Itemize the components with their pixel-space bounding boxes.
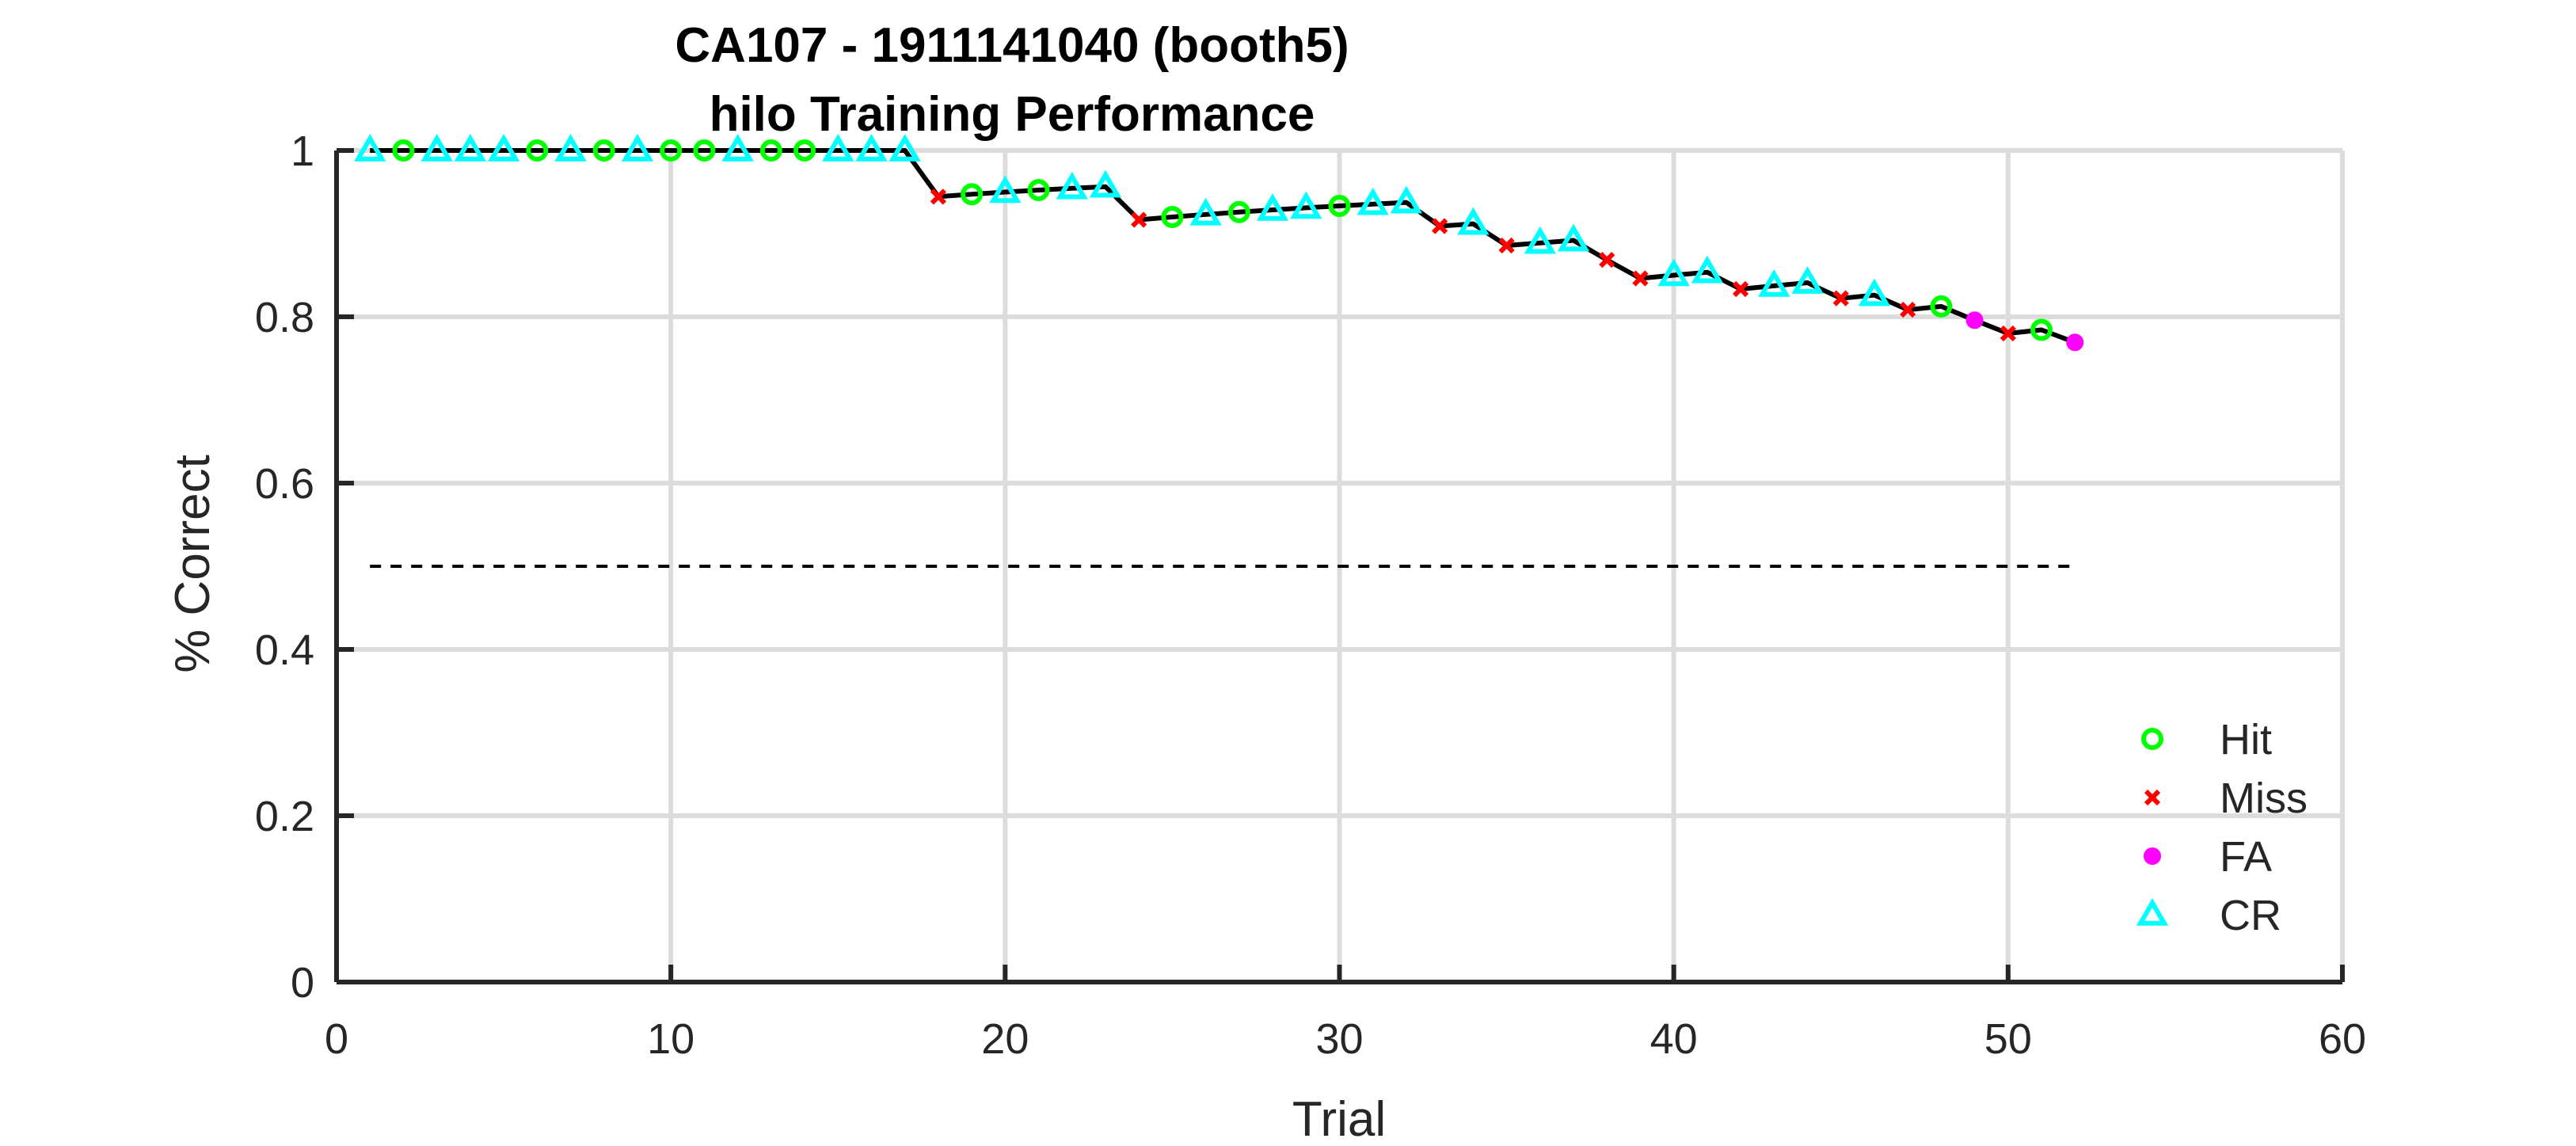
x-axis-label: Trial — [1292, 1092, 1386, 1146]
trial-marker-cr — [1056, 171, 1088, 200]
trial-marker-cr — [454, 134, 487, 162]
trial-marker-cr — [1524, 226, 1557, 254]
trial-marker-cr — [1356, 187, 1389, 215]
y-tick-label: 0.8 — [255, 294, 314, 341]
trial-marker-hit — [526, 139, 549, 162]
legend-item-cr: CR — [2136, 892, 2281, 939]
trial-marker-miss — [1131, 211, 1147, 228]
trial-marker-hit — [693, 139, 716, 162]
trial-marker-cr — [1791, 266, 1824, 294]
trial-marker-fa — [1965, 311, 1984, 329]
trial-markers — [354, 134, 2084, 352]
x-tick-label: 20 — [981, 1015, 1029, 1063]
trial-marker-cr — [1858, 278, 1891, 306]
axes — [334, 148, 2345, 984]
trial-marker-miss — [930, 188, 947, 205]
legend-item-hit: Hit — [2141, 716, 2272, 763]
x-tick-label: 0 — [325, 1015, 348, 1063]
x-tick-label: 10 — [647, 1015, 694, 1063]
legend-marker-cr — [2136, 898, 2169, 926]
legend-label-miss: Miss — [2220, 775, 2308, 822]
trial-marker-miss — [1432, 218, 1448, 234]
trial-marker-hit — [961, 183, 984, 206]
x-tick-label: 60 — [2319, 1015, 2366, 1063]
y-axis-label: % Correct — [166, 455, 220, 673]
x-tick-label: 50 — [1984, 1015, 2032, 1063]
legend-label-fa: FA — [2220, 833, 2272, 881]
trial-marker-cr — [1457, 207, 1490, 235]
legend-marker-miss — [2144, 789, 2161, 806]
legend-label-hit: Hit — [2220, 716, 2272, 763]
trial-marker-miss — [1900, 301, 1916, 318]
trial-marker-cr — [989, 175, 1022, 204]
trial-marker-cr — [721, 134, 754, 162]
trial-marker-cr — [822, 134, 854, 162]
trial-marker-miss — [1498, 237, 1515, 254]
y-tick-label: 0.4 — [255, 626, 314, 674]
trial-marker-hit — [793, 139, 816, 162]
trial-marker-hit — [1227, 200, 1250, 223]
legend-item-miss: Miss — [2144, 775, 2308, 822]
trial-marker-miss — [1832, 290, 1849, 306]
trial-marker-miss — [1632, 270, 1649, 287]
trial-marker-cr — [1657, 258, 1690, 287]
trial-marker-hit — [2030, 318, 2053, 341]
legend-marker-hit — [2141, 728, 2163, 750]
legend-label-cr: CR — [2220, 892, 2281, 939]
legend-marker-fa — [2144, 847, 2161, 865]
performance-line — [370, 148, 2076, 345]
trial-marker-miss — [1732, 280, 1749, 298]
trial-marker-hit — [759, 139, 782, 162]
trial-marker-fa — [2066, 333, 2084, 352]
trial-marker-cr — [855, 134, 888, 162]
trial-marker-miss — [1599, 252, 1615, 268]
y-tick-label: 1 — [291, 128, 314, 175]
legend-item-fa: FA — [2144, 833, 2272, 881]
trial-marker-cr — [1189, 197, 1222, 226]
tick-labels: 0 10 20 30 40 50 60 0 0.2 0.4 0.6 0.8 1 — [255, 128, 2366, 1063]
trial-marker-hit — [392, 139, 415, 162]
trial-marker-hit — [1930, 295, 1953, 318]
trial-marker-hit — [1161, 206, 1184, 228]
y-tick-label: 0 — [291, 959, 314, 1007]
x-tick-label: 40 — [1650, 1015, 1698, 1063]
trial-marker-cr — [1390, 185, 1423, 214]
trial-marker-hit — [1027, 179, 1050, 201]
trial-marker-hit — [1328, 195, 1351, 217]
trial-marker-hit — [592, 139, 615, 162]
trial-marker-cr — [554, 134, 587, 162]
trial-marker-cr — [1557, 223, 1590, 252]
legend: Hit Miss FA CR — [2136, 716, 2308, 939]
chart-title: CA107 - 1911141040 (booth5) — [675, 18, 1349, 73]
y-tick-label: 0.2 — [255, 793, 314, 840]
trial-marker-cr — [888, 134, 921, 162]
x-tick-label: 30 — [1315, 1015, 1363, 1063]
trial-marker-cr — [1758, 268, 1790, 297]
trial-marker-hit — [660, 139, 683, 162]
trial-marker-cr — [354, 134, 386, 162]
trial-marker-miss — [2000, 325, 2016, 342]
y-tick-label: 0.6 — [255, 460, 314, 508]
trial-marker-cr — [1290, 191, 1322, 219]
trial-marker-cr — [487, 134, 520, 162]
trial-marker-cr — [1089, 169, 1122, 198]
trial-marker-cr — [420, 134, 453, 162]
trial-marker-cr — [621, 134, 654, 162]
trial-marker-cr — [1691, 255, 1724, 284]
chart-subtitle: hilo Training Performance — [710, 87, 1315, 142]
trial-marker-cr — [1256, 193, 1289, 221]
